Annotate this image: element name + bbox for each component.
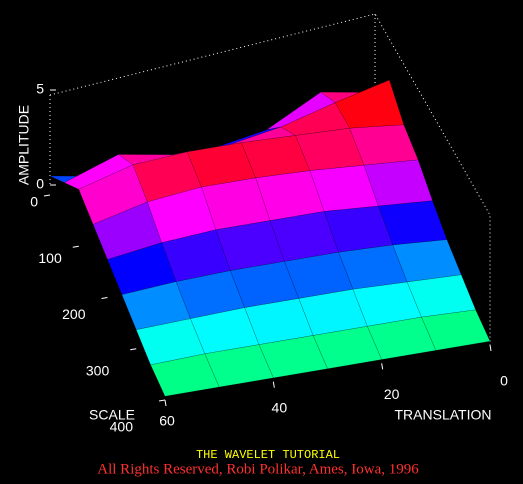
footer-credit: All Rights Reserved, Robi Polikar, Ames,… (97, 461, 419, 477)
y-tick-label: 300 (86, 362, 110, 378)
z-axis-label: AMPLITUDE (16, 105, 32, 185)
x-tick (381, 363, 384, 370)
y-axis-label: SCALE (89, 407, 135, 423)
y-tick-label: 100 (38, 250, 62, 266)
footer-title: THE WAVELET TUTORIAL (196, 448, 340, 462)
y-tick (158, 399, 166, 402)
x-tick (272, 381, 275, 388)
surface (49, 79, 491, 397)
x-tick-label: 60 (159, 413, 175, 429)
y-tick-label: 0 (30, 194, 38, 210)
surface-cell (150, 353, 220, 397)
x-tick (489, 344, 492, 352)
x-tick-label: 40 (272, 399, 288, 415)
x-axis-label: TRANSLATION (395, 407, 492, 423)
y-tick (72, 245, 79, 248)
y-tick (101, 297, 108, 299)
y-tick (130, 348, 137, 351)
y-tick (43, 194, 51, 197)
z-tick-label: 5 (36, 81, 44, 97)
z-tick-label: 0 (36, 176, 44, 192)
x-tick-label: 0 (500, 373, 508, 389)
x-tick (164, 399, 167, 407)
x-tick-label: 20 (384, 386, 400, 402)
y-tick-label: 200 (62, 306, 86, 322)
y-tick-label: 400 (110, 419, 134, 435)
